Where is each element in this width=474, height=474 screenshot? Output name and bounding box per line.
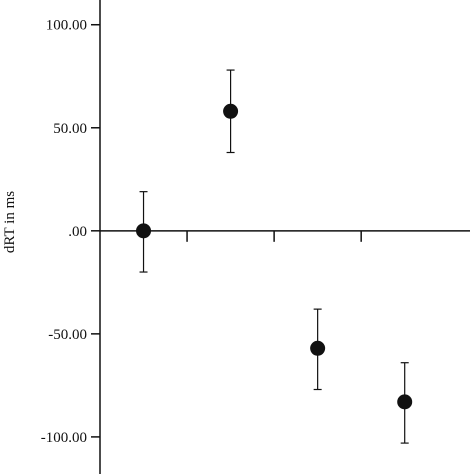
data-point: [310, 340, 326, 356]
data-point: [397, 394, 413, 410]
data-point: [223, 103, 239, 119]
y-tick-label: 100.00: [46, 18, 87, 34]
x-tick-group: [186, 230, 362, 242]
y-tick-label: .00: [68, 224, 87, 240]
error-bar-group: [139, 69, 409, 444]
y-tick-label: -50.00: [48, 327, 87, 343]
data-point: [136, 223, 152, 239]
y-tick-label: -100.00: [41, 430, 87, 446]
data-point-group: [136, 103, 413, 410]
y-axis-title: dRT in ms: [2, 191, 18, 253]
y-tick-group: 100.00 50.00 .00 -50.00 -100.00: [41, 18, 100, 446]
y-tick-label: 50.00: [53, 121, 87, 137]
